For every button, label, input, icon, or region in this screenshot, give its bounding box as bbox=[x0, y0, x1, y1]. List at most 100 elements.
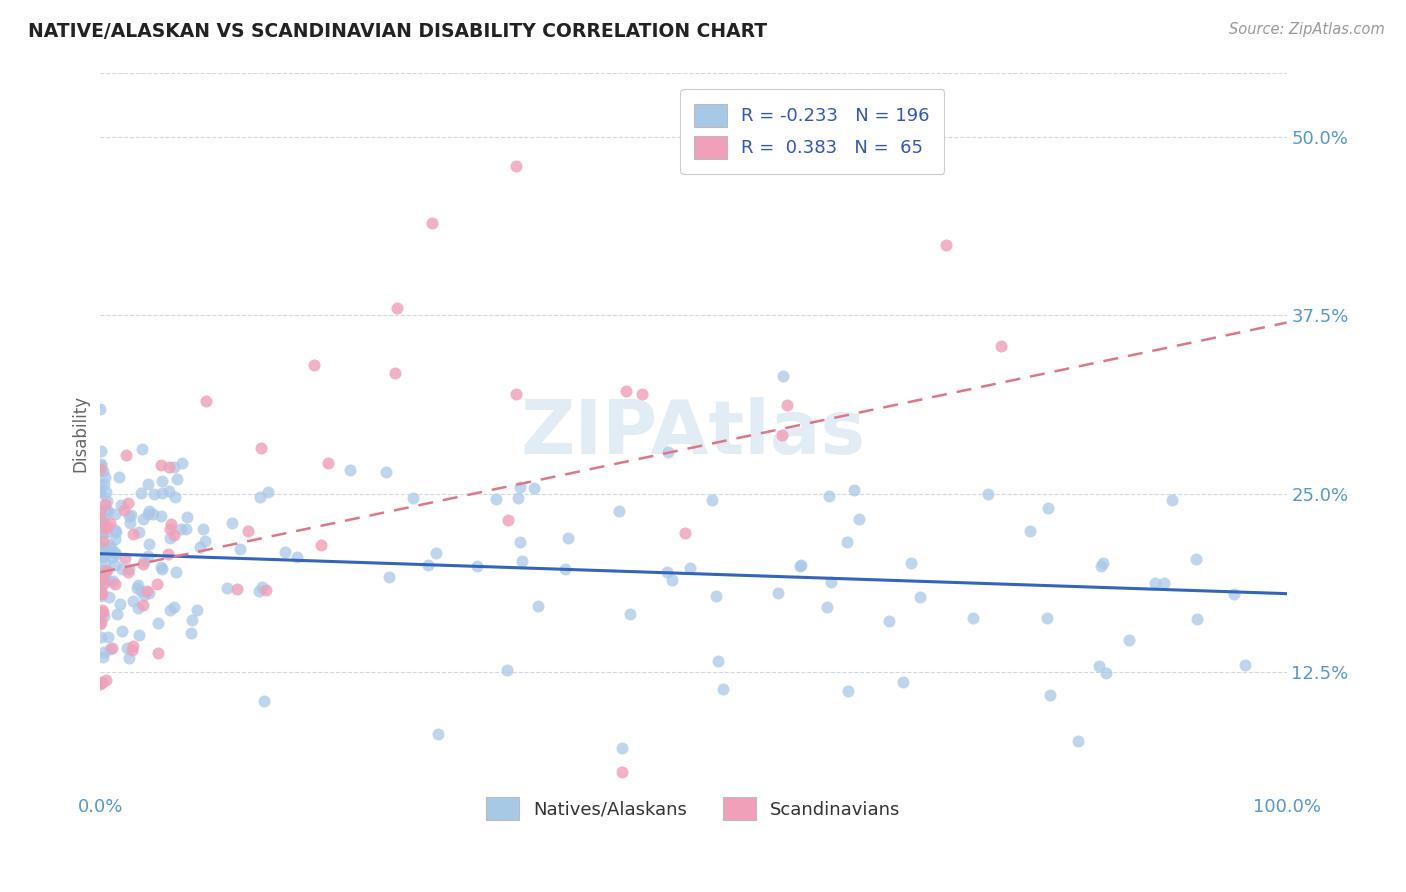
Point bbox=[820, 574, 842, 589]
Point bbox=[90, 589, 112, 603]
Point bbox=[146, 646, 169, 660]
Point bbox=[254, 582, 277, 597]
Text: NATIVE/ALASKAN VS SCANDINAVIAN DISABILITY CORRELATION CHART: NATIVE/ALASKAN VS SCANDINAVIAN DISABILIT… bbox=[28, 22, 768, 41]
Point bbox=[110, 498, 132, 512]
Point bbox=[612, 764, 634, 779]
Point bbox=[89, 607, 111, 622]
Point bbox=[128, 525, 150, 540]
Point bbox=[96, 564, 118, 578]
Point bbox=[90, 539, 112, 553]
Point bbox=[706, 654, 728, 668]
Point bbox=[127, 582, 149, 596]
Point bbox=[96, 519, 118, 533]
Point bbox=[97, 503, 120, 517]
Point bbox=[89, 463, 111, 477]
Point bbox=[1039, 689, 1062, 703]
Point bbox=[159, 603, 181, 617]
Point bbox=[98, 641, 121, 656]
Point bbox=[110, 597, 132, 611]
Point bbox=[122, 639, 145, 653]
Point bbox=[506, 491, 529, 505]
Point bbox=[908, 590, 931, 604]
Point bbox=[94, 485, 117, 500]
Point bbox=[789, 558, 811, 573]
Point bbox=[302, 359, 325, 373]
Point bbox=[229, 542, 252, 557]
Point bbox=[309, 538, 332, 552]
Point bbox=[93, 549, 115, 563]
Point bbox=[89, 516, 111, 530]
Point bbox=[91, 567, 114, 582]
Point bbox=[131, 598, 153, 612]
Point bbox=[90, 526, 112, 541]
Point bbox=[138, 537, 160, 551]
Point bbox=[90, 478, 112, 492]
Point bbox=[91, 541, 114, 555]
Point bbox=[554, 562, 576, 576]
Point bbox=[505, 159, 527, 173]
Point bbox=[1161, 492, 1184, 507]
Point bbox=[194, 534, 217, 549]
Point bbox=[149, 509, 172, 524]
Point bbox=[702, 493, 724, 508]
Point bbox=[93, 564, 115, 578]
Point bbox=[186, 603, 208, 617]
Point bbox=[416, 558, 439, 572]
Point bbox=[90, 549, 112, 564]
Point bbox=[89, 503, 111, 517]
Point bbox=[105, 524, 128, 539]
Point bbox=[136, 549, 159, 563]
Point bbox=[89, 462, 111, 476]
Point bbox=[221, 516, 243, 530]
Point bbox=[1019, 524, 1042, 538]
Point bbox=[1090, 558, 1112, 573]
Point bbox=[1233, 657, 1256, 672]
Point bbox=[772, 368, 794, 383]
Point bbox=[93, 570, 115, 584]
Point bbox=[89, 563, 111, 577]
Point bbox=[89, 677, 111, 691]
Point bbox=[250, 441, 273, 455]
Point bbox=[89, 617, 111, 632]
Point bbox=[253, 694, 276, 708]
Point bbox=[837, 684, 859, 698]
Point bbox=[89, 514, 111, 528]
Point bbox=[93, 564, 115, 578]
Point bbox=[131, 442, 153, 456]
Point bbox=[1092, 556, 1115, 570]
Point bbox=[121, 594, 143, 608]
Point bbox=[509, 481, 531, 495]
Point bbox=[990, 339, 1012, 353]
Point bbox=[163, 491, 186, 505]
Point bbox=[1143, 575, 1166, 590]
Point bbox=[108, 470, 131, 484]
Point bbox=[848, 512, 870, 526]
Point bbox=[94, 544, 117, 558]
Point bbox=[93, 521, 115, 535]
Point bbox=[425, 546, 447, 560]
Point bbox=[121, 508, 143, 522]
Point bbox=[172, 456, 194, 470]
Point bbox=[523, 481, 546, 495]
Point bbox=[104, 558, 127, 572]
Point bbox=[166, 471, 188, 485]
Point bbox=[176, 522, 198, 536]
Point bbox=[612, 740, 634, 755]
Point bbox=[118, 650, 141, 665]
Point bbox=[89, 511, 111, 525]
Point bbox=[90, 675, 112, 690]
Point bbox=[169, 522, 191, 536]
Point bbox=[900, 556, 922, 570]
Point bbox=[90, 615, 112, 629]
Point bbox=[122, 527, 145, 541]
Point bbox=[150, 562, 173, 576]
Point bbox=[93, 645, 115, 659]
Point bbox=[134, 554, 156, 568]
Point bbox=[159, 522, 181, 536]
Point bbox=[704, 590, 727, 604]
Point bbox=[156, 547, 179, 561]
Point bbox=[655, 566, 678, 580]
Point bbox=[1036, 500, 1059, 515]
Point bbox=[815, 599, 838, 614]
Point bbox=[673, 526, 696, 541]
